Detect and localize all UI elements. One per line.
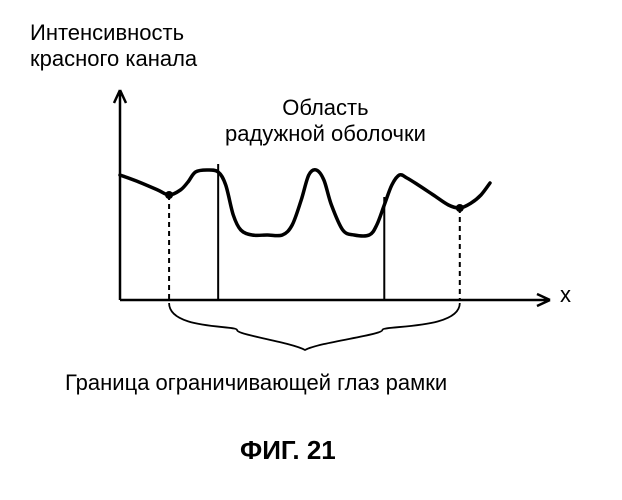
bounding-box-label: Граница ограничивающей глаз рамки — [65, 370, 447, 396]
y-axis — [114, 90, 126, 300]
curve-marker — [456, 204, 464, 212]
intensity-chart — [100, 85, 622, 355]
x-axis — [120, 294, 550, 306]
y-axis-label: Интенсивность красного канала — [30, 20, 197, 72]
curve-marker — [165, 191, 173, 199]
y-axis-label-line1: Интенсивность — [30, 20, 197, 46]
chart-container — [100, 85, 622, 360]
x-axis-label: x — [560, 282, 571, 308]
brace-icon — [169, 303, 460, 350]
intensity-curve — [120, 170, 490, 236]
figure-caption: ФИГ. 21 — [240, 435, 336, 466]
y-axis-label-line2: красного канала — [30, 46, 197, 72]
